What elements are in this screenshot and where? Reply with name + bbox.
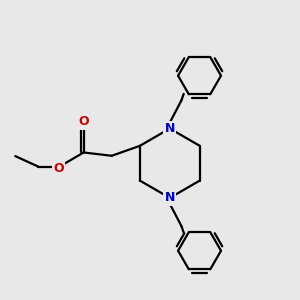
Text: N: N — [165, 122, 175, 135]
Text: O: O — [78, 115, 89, 128]
Text: N: N — [165, 191, 175, 204]
Text: O: O — [53, 163, 64, 176]
